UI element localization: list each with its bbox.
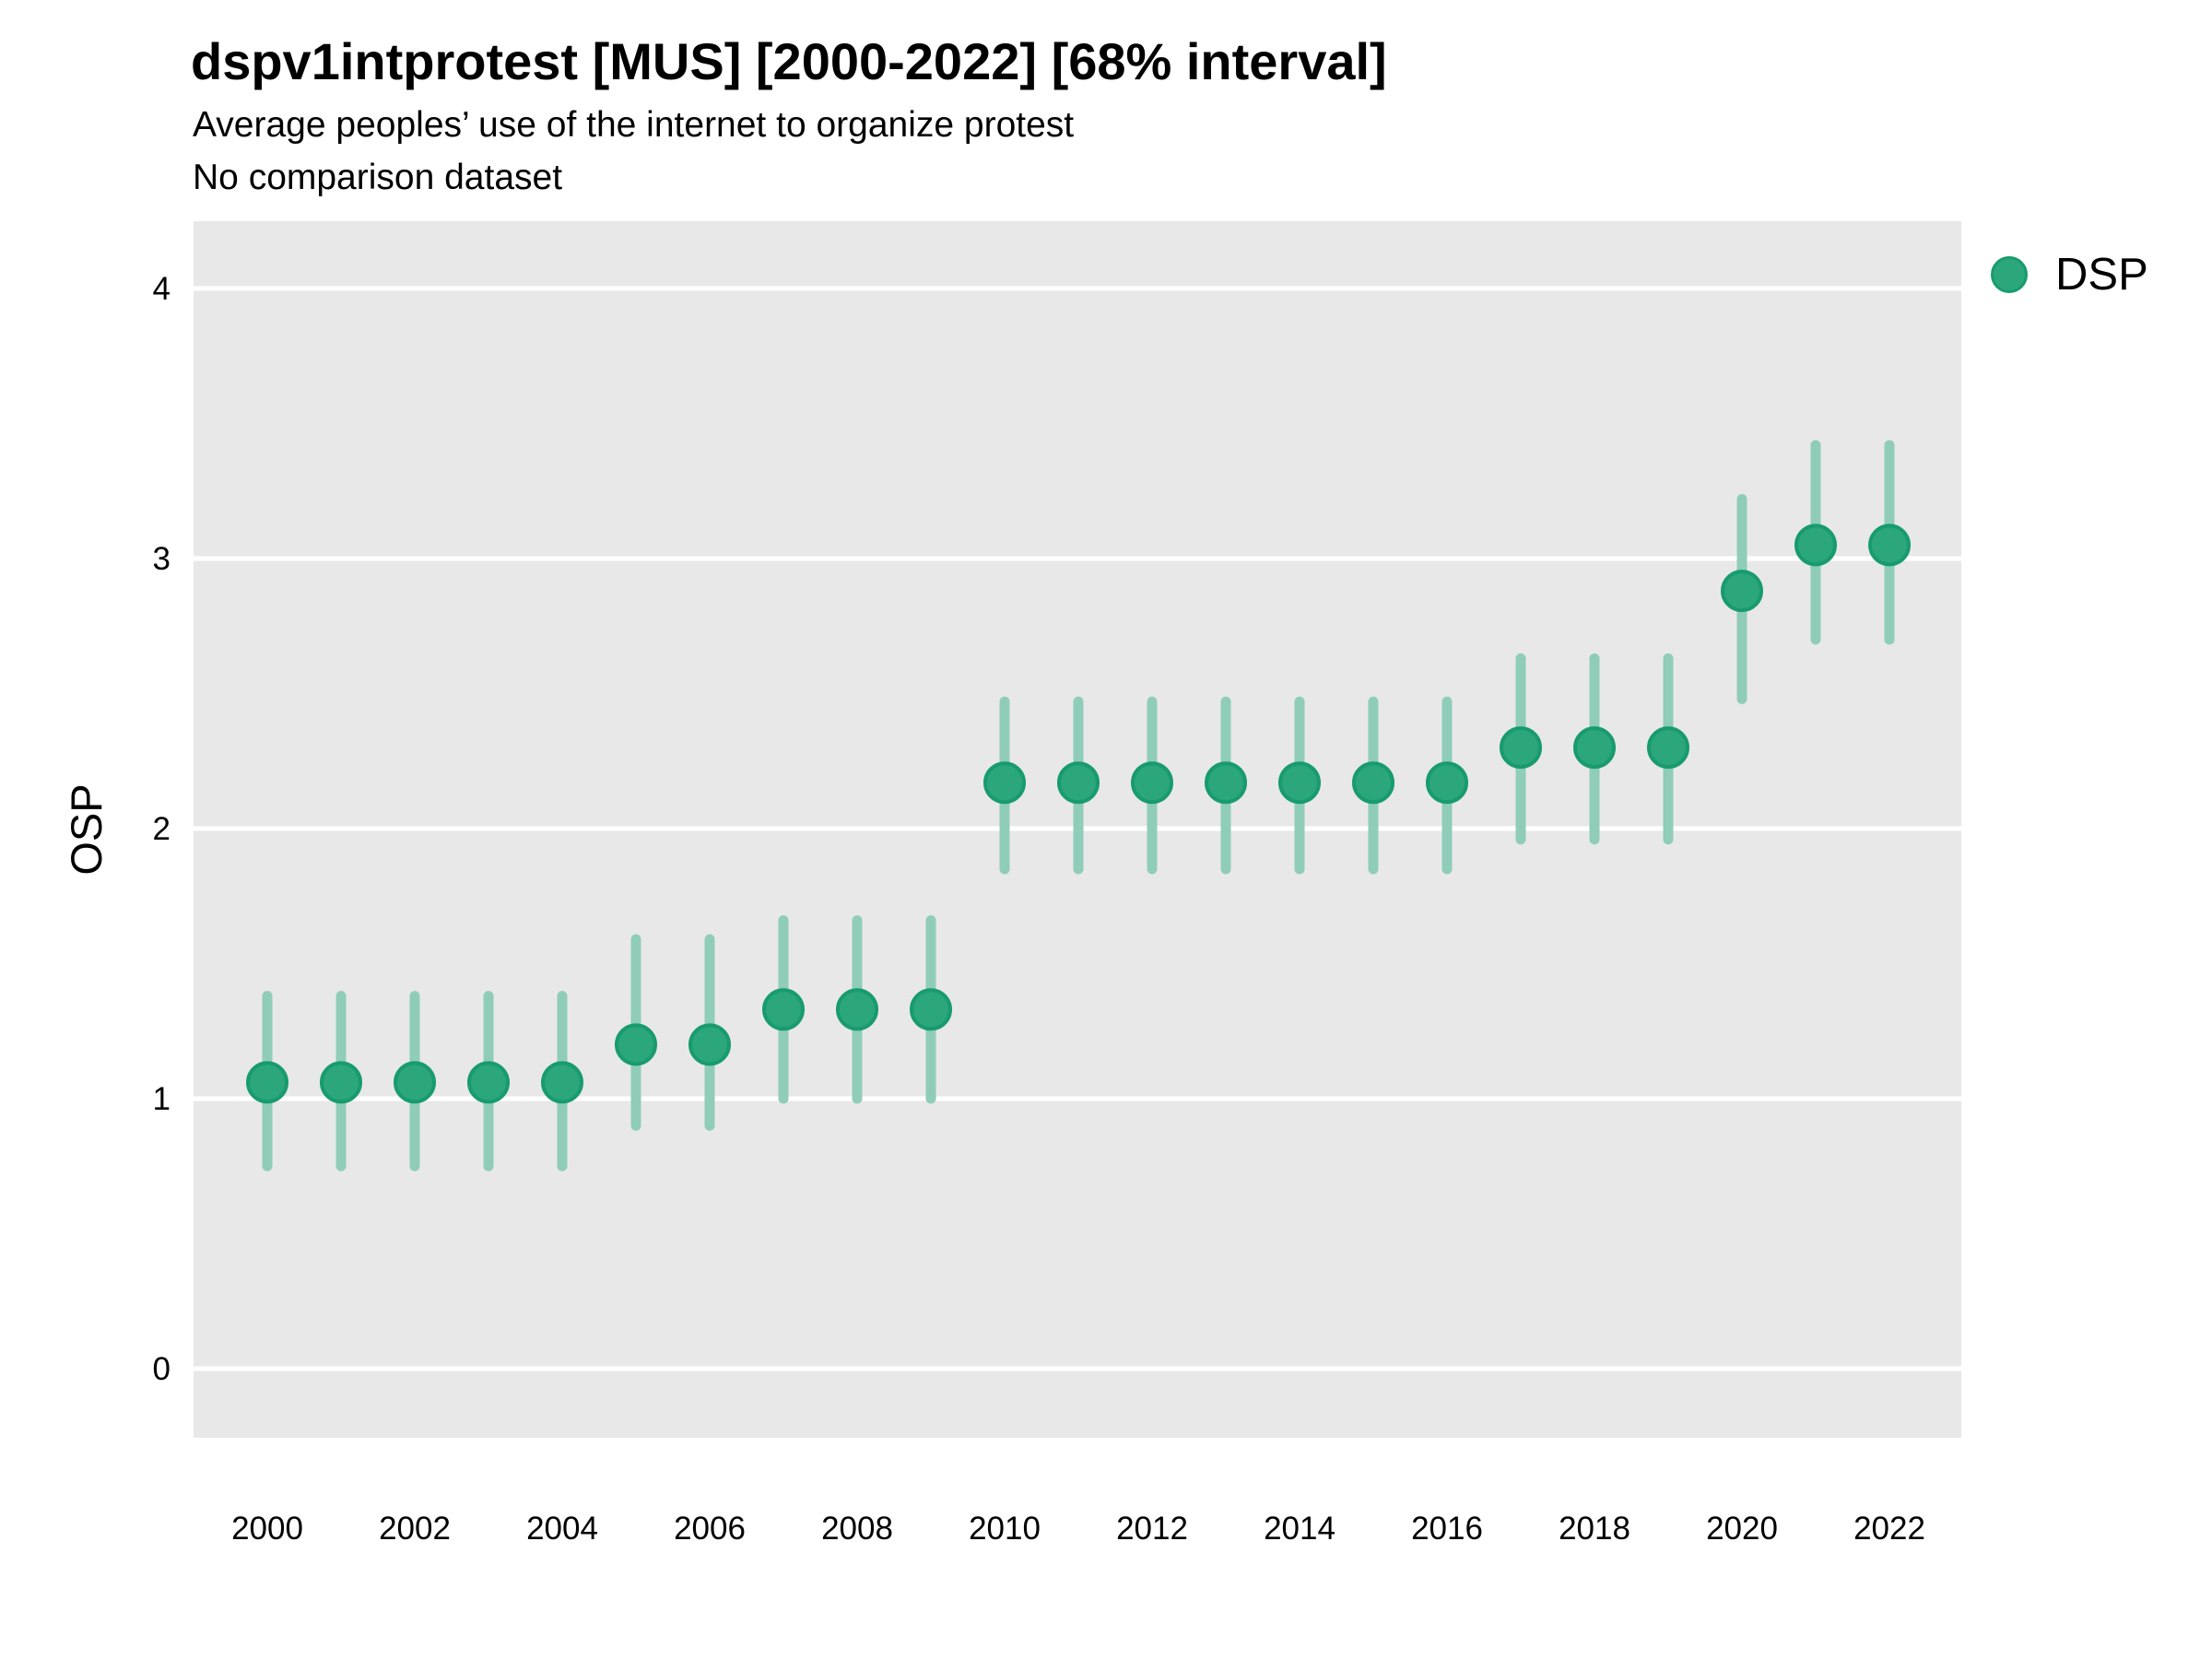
data-point — [1500, 726, 1542, 770]
x-tick-label: 2022 — [1853, 1511, 1925, 1547]
legend-label: DSP — [2055, 250, 2148, 300]
data-point — [246, 1061, 288, 1104]
x-tick-label: 2002 — [379, 1511, 451, 1547]
x-tick-label: 2010 — [969, 1511, 1041, 1547]
data-point — [762, 988, 805, 1031]
data-point — [467, 1061, 510, 1104]
y-tick-label: 1 — [153, 1081, 171, 1117]
y-tick-label: 0 — [153, 1351, 171, 1387]
data-point — [1131, 761, 1173, 805]
x-tick-label: 2014 — [1264, 1511, 1335, 1547]
data-point — [1278, 761, 1321, 805]
x-tick-label: 2018 — [1559, 1511, 1630, 1547]
chart-title: dspv1intprotest [MUS] [2000-2022] [68% i… — [191, 32, 1387, 90]
y-tick-label: 3 — [153, 541, 171, 577]
x-tick-label: 2000 — [231, 1511, 303, 1547]
chart-note: No comparison dataset — [193, 158, 563, 197]
data-point — [1426, 761, 1468, 805]
chart-subtitle: Average peoples’ use of the internet to … — [193, 105, 1075, 145]
data-point — [1352, 761, 1394, 805]
data-point — [910, 988, 952, 1031]
x-tick-label: 2004 — [526, 1511, 598, 1547]
data-point — [615, 1023, 657, 1066]
x-tick-label: 2016 — [1411, 1511, 1483, 1547]
data-point — [836, 988, 878, 1031]
x-tick-label: 2012 — [1116, 1511, 1188, 1547]
data-point — [1205, 761, 1247, 805]
data-point — [541, 1061, 583, 1104]
y-tick-label: 4 — [153, 271, 171, 307]
data-point — [1794, 524, 1837, 567]
data-point — [1573, 726, 1616, 770]
data-point — [1721, 570, 1763, 613]
data-point — [983, 761, 1026, 805]
data-point — [1647, 726, 1689, 770]
data-point — [320, 1061, 362, 1104]
data-point — [1057, 761, 1100, 805]
x-tick-label: 2020 — [1706, 1511, 1778, 1547]
x-tick-label: 2006 — [674, 1511, 746, 1547]
data-point — [394, 1061, 436, 1104]
y-tick-label: 2 — [153, 811, 171, 847]
x-tick-label: 2008 — [821, 1511, 893, 1547]
legend: DSP — [1991, 249, 2148, 300]
data-point — [1868, 524, 1911, 567]
data-point — [688, 1023, 731, 1066]
legend-dot-icon — [1991, 256, 2028, 293]
